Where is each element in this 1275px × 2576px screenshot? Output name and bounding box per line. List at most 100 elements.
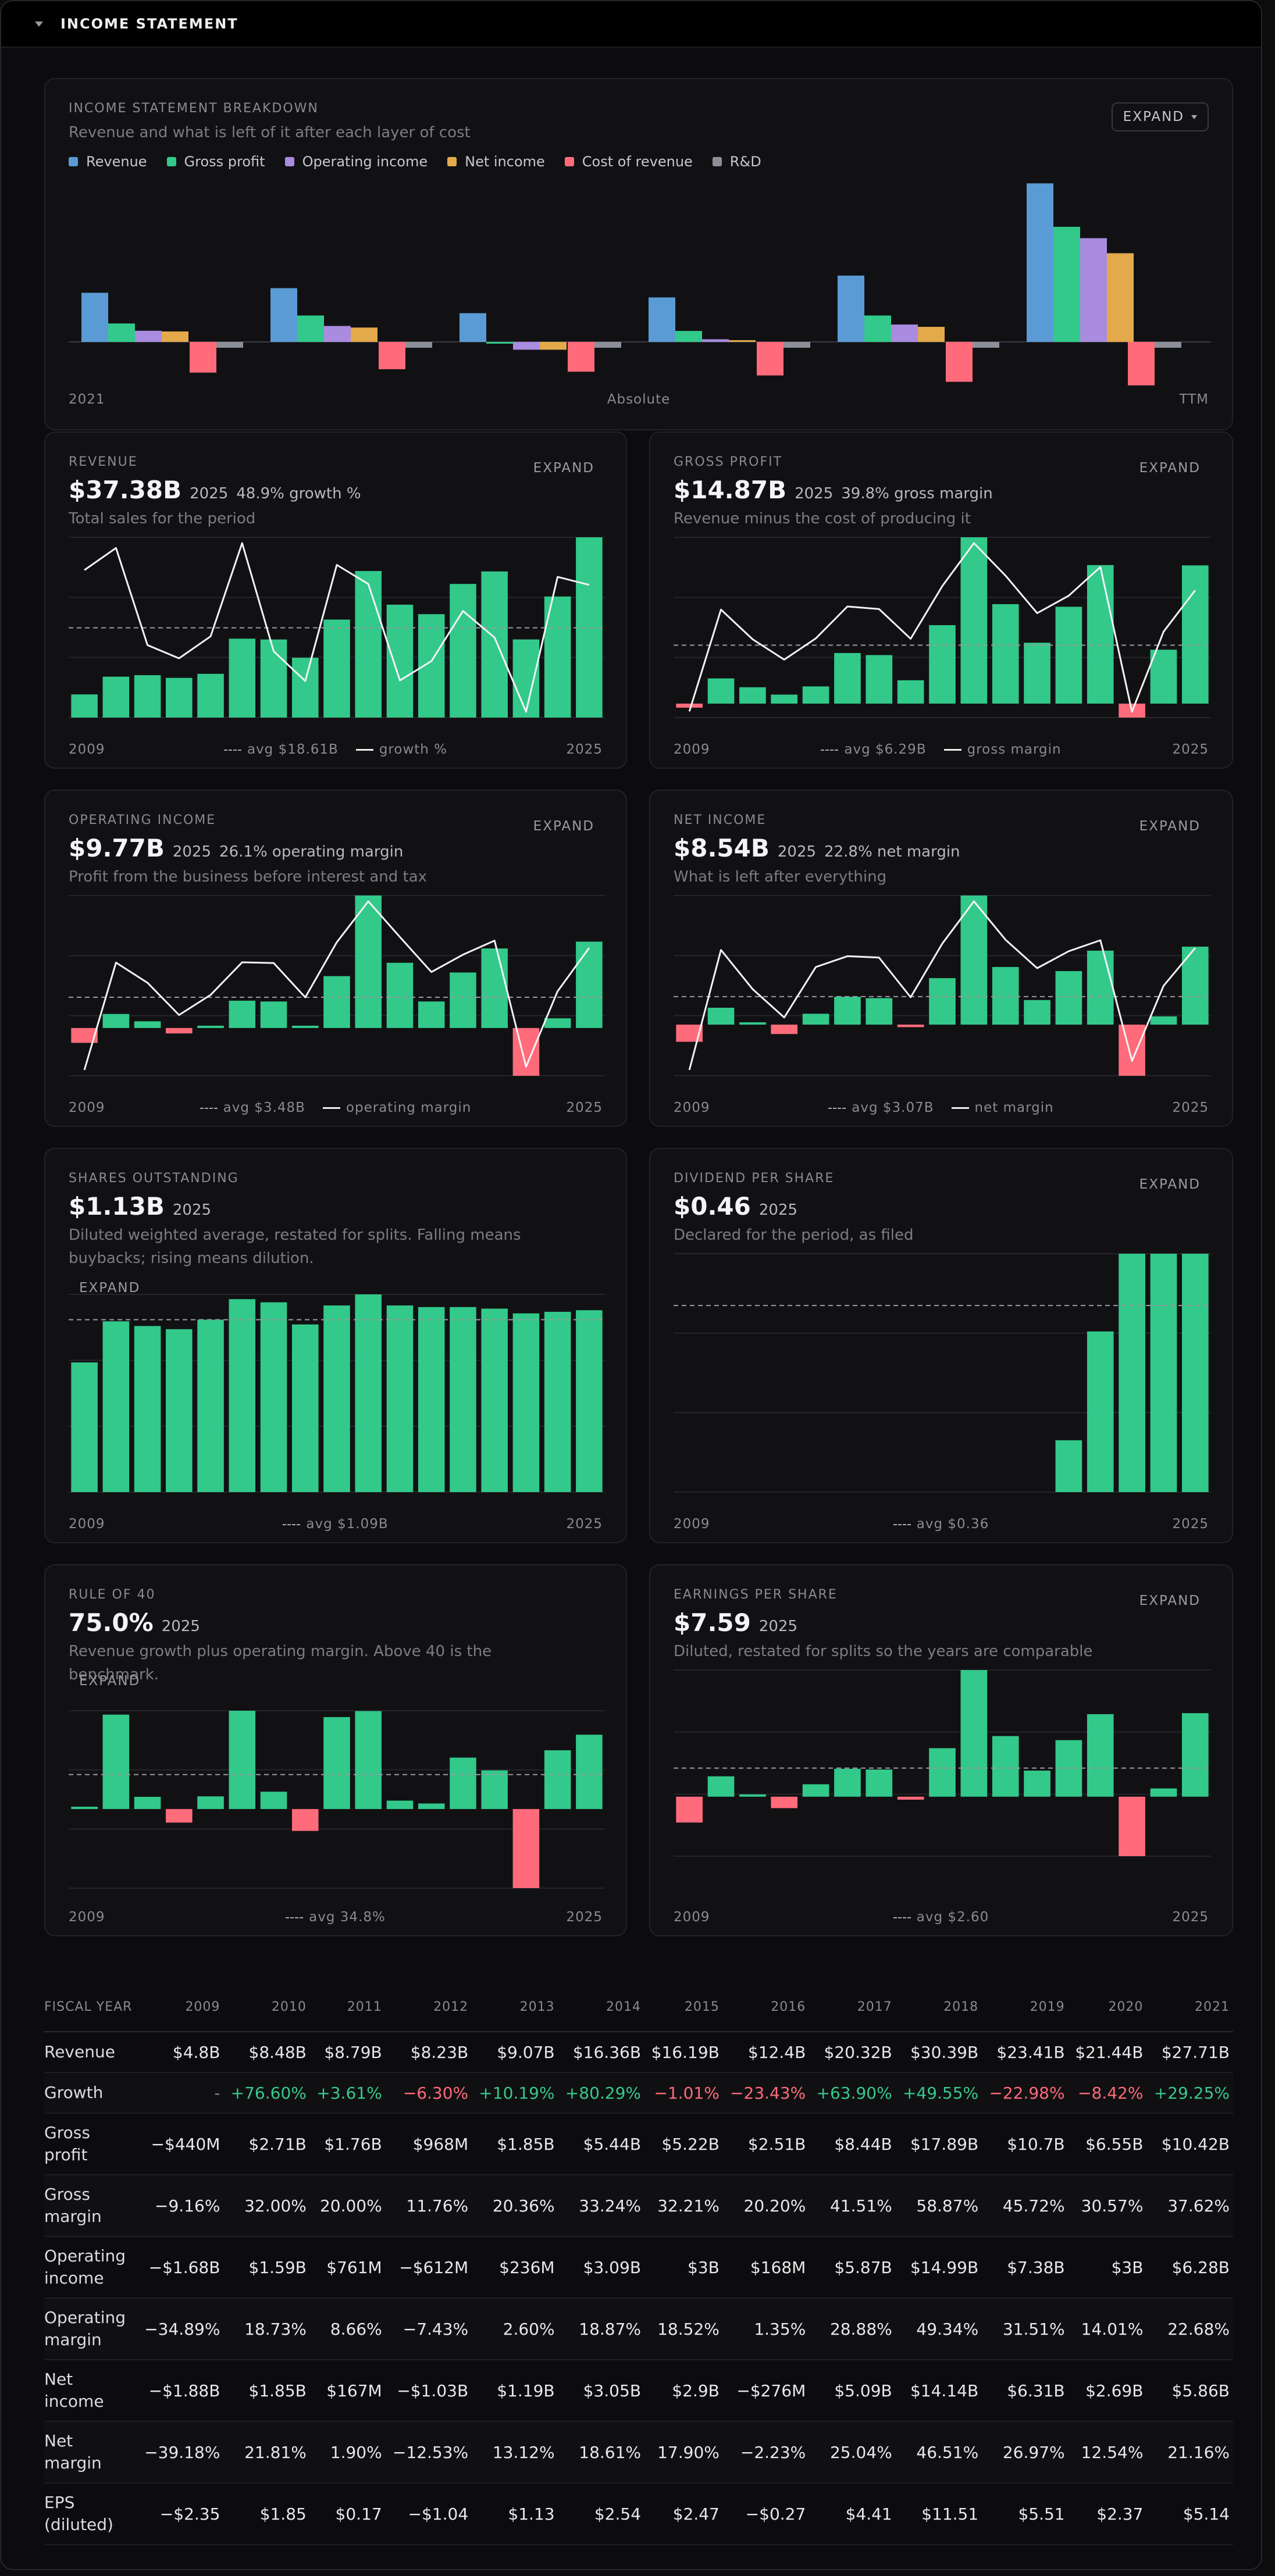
panel-bar[interactable] — [166, 677, 193, 718]
panel-bar[interactable] — [897, 680, 924, 704]
breakdown-bar[interactable] — [1027, 183, 1053, 342]
panel-bar[interactable] — [355, 570, 382, 718]
panel-bar[interactable] — [739, 1022, 766, 1025]
breakdown-bar[interactable] — [460, 313, 486, 342]
panel-bar[interactable] — [1150, 1788, 1177, 1797]
breakdown-bar[interactable] — [190, 342, 216, 373]
collapse-chevron-icon[interactable] — [35, 21, 43, 27]
panel-bar[interactable] — [418, 1001, 445, 1028]
breakdown-bar[interactable] — [1080, 238, 1107, 342]
panel-bar[interactable] — [450, 1307, 476, 1492]
panel-expand-button[interactable]: EXPAND — [1139, 1177, 1201, 1192]
panel-bar[interactable] — [960, 1670, 988, 1797]
panel-bar[interactable] — [197, 1025, 224, 1028]
panel-expand-button[interactable]: EXPAND — [533, 461, 594, 476]
panel-bar[interactable] — [166, 1027, 193, 1034]
panel-bar[interactable] — [1150, 1254, 1177, 1492]
panel-bar[interactable] — [260, 639, 287, 718]
breakdown-bar[interactable] — [973, 342, 999, 348]
panel-bar[interactable] — [992, 604, 1019, 704]
breakdown-bar[interactable] — [702, 339, 729, 342]
panel-bar[interactable] — [544, 1311, 571, 1492]
panel-bar[interactable] — [291, 1809, 319, 1831]
breakdown-bar[interactable] — [649, 297, 675, 342]
panel-bar[interactable] — [866, 655, 893, 704]
panel-bar[interactable] — [1119, 1025, 1145, 1076]
panel-bar[interactable] — [1055, 1440, 1082, 1492]
panel-bar[interactable] — [260, 1792, 287, 1810]
panel-bar[interactable] — [802, 1784, 829, 1797]
panel-bar[interactable] — [197, 1796, 224, 1810]
panel-bar[interactable] — [1150, 1016, 1177, 1025]
panel-bar[interactable] — [1181, 1713, 1209, 1797]
panel-bar[interactable] — [707, 1008, 735, 1025]
breakdown-bar[interactable] — [946, 342, 973, 382]
panel-bar[interactable] — [929, 625, 956, 704]
panel-bar[interactable] — [71, 1362, 98, 1492]
panel-bar[interactable] — [229, 638, 256, 718]
panel-bar[interactable] — [355, 1294, 382, 1492]
panel-bar[interactable] — [834, 1768, 861, 1797]
section-header[interactable]: INCOME STATEMENT — [1, 1, 1261, 48]
panel-bar[interactable] — [929, 978, 956, 1025]
panel-bar[interactable] — [481, 1770, 508, 1810]
panel-bar[interactable] — [1055, 606, 1082, 704]
breakdown-bar[interactable] — [918, 327, 945, 342]
panel-expand-button[interactable]: EXPAND — [79, 1674, 141, 1689]
panel-bar[interactable] — [1055, 971, 1082, 1025]
panel-expand-button[interactable]: EXPAND — [79, 1280, 141, 1296]
panel-bar[interactable] — [866, 1769, 893, 1797]
panel-bar[interactable] — [771, 694, 798, 704]
panel-bar[interactable] — [291, 1324, 319, 1492]
panel-bar[interactable] — [229, 1711, 256, 1810]
panel-bar[interactable] — [102, 1014, 130, 1028]
panel-bar[interactable] — [544, 1750, 571, 1810]
panel-bar[interactable] — [866, 998, 893, 1025]
panel-bar[interactable] — [102, 1714, 130, 1810]
panel-bar[interactable] — [418, 1803, 445, 1810]
panel-bar[interactable] — [897, 1796, 924, 1800]
panel-expand-button[interactable]: EXPAND — [1139, 461, 1201, 476]
panel-expand-button[interactable]: EXPAND — [1139, 1593, 1201, 1608]
panel-bar[interactable] — [992, 1736, 1019, 1797]
breakdown-bar[interactable] — [108, 323, 135, 342]
panel-bar[interactable] — [323, 1717, 350, 1810]
panel-bar[interactable] — [512, 1027, 540, 1076]
panel-bar[interactable] — [707, 678, 735, 704]
panel-bar[interactable] — [260, 1001, 287, 1028]
panel-bar[interactable] — [512, 639, 540, 718]
panel-bar[interactable] — [71, 1807, 98, 1810]
panel-bar[interactable] — [197, 1319, 224, 1492]
breakdown-bar[interactable] — [270, 288, 297, 342]
panel-bar[interactable] — [897, 1025, 924, 1027]
panel-bar[interactable] — [1087, 950, 1114, 1025]
panel-bar[interactable] — [386, 604, 414, 718]
panel-bar[interactable] — [71, 694, 98, 718]
panel-bar[interactable] — [229, 1299, 256, 1492]
panel-bar[interactable] — [481, 948, 508, 1028]
panel-bar[interactable] — [771, 1025, 798, 1034]
panel-bar[interactable] — [386, 1305, 414, 1492]
panel-bar[interactable] — [197, 673, 224, 718]
panel-expand-button[interactable]: EXPAND — [1139, 819, 1201, 834]
panel-bar[interactable] — [134, 675, 161, 718]
panel-bar[interactable] — [1024, 1000, 1050, 1025]
panel-bar[interactable] — [834, 653, 861, 704]
panel-bar[interactable] — [386, 1800, 414, 1810]
panel-bar[interactable] — [576, 941, 603, 1028]
panel-bar[interactable] — [134, 1797, 161, 1810]
panel-bar[interactable] — [355, 1711, 382, 1810]
panel-bar[interactable] — [450, 584, 476, 718]
panel-bar[interactable] — [229, 1000, 256, 1028]
panel-bar[interactable] — [512, 1313, 540, 1492]
breakdown-bar[interactable] — [216, 342, 243, 348]
panel-bar[interactable] — [323, 1305, 350, 1492]
breakdown-bar[interactable] — [838, 275, 864, 342]
panel-bar[interactable] — [102, 1321, 130, 1492]
panel-bar[interactable] — [771, 1796, 798, 1808]
panel-bar[interactable] — [1087, 1714, 1114, 1797]
panel-bar[interactable] — [512, 1809, 540, 1888]
breakdown-bar[interactable] — [513, 342, 540, 350]
panel-bar[interactable] — [960, 537, 988, 704]
breakdown-bar[interactable] — [568, 342, 594, 372]
